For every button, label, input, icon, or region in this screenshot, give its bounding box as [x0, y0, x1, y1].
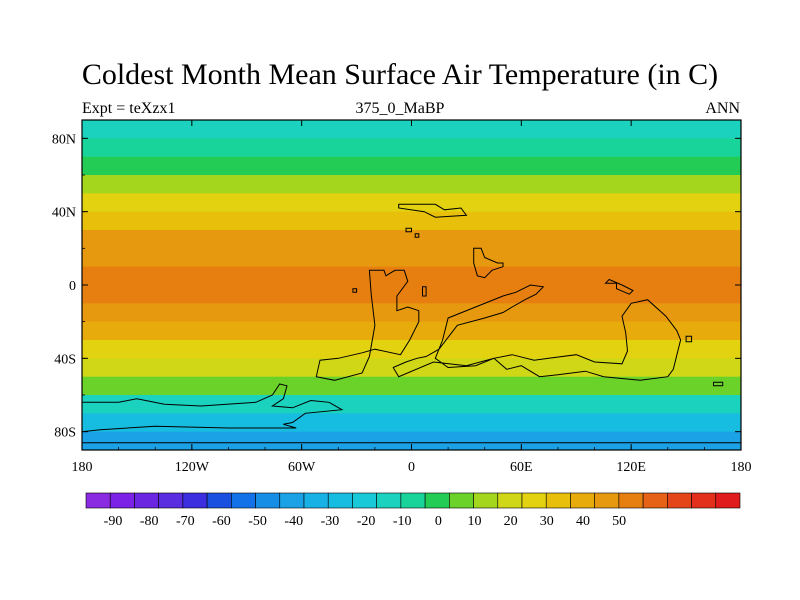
colorbar-swatch: [545, 492, 571, 509]
temperature-band: [82, 248, 741, 268]
colorbar-label: -50: [248, 514, 267, 529]
colorbar-swatch: [303, 492, 329, 509]
colorbar-swatch: [376, 492, 402, 509]
temperature-band: [82, 413, 741, 433]
temperature-band: [82, 230, 741, 249]
temperature-band: [82, 358, 741, 378]
colorbar-label: -20: [357, 514, 376, 529]
temperature-band: [82, 321, 741, 341]
colorbar-label: 40: [576, 514, 590, 529]
colorbar-label: -80: [140, 514, 159, 529]
x-tick-label: 180: [72, 460, 93, 475]
y-tick-label: 80S: [54, 426, 76, 441]
y-tick-label: 80N: [52, 132, 76, 147]
y-tick-label: 0: [69, 279, 76, 294]
colorbar-swatch: [497, 492, 523, 509]
colorbar-label: 50: [612, 514, 626, 529]
colorbar-swatch: [352, 492, 377, 509]
coastline-islet-1: [405, 227, 412, 233]
coastline-antarctic-block: [81, 383, 344, 433]
coastline-ne-outcrop: [604, 278, 634, 295]
temperature-band: [82, 193, 741, 213]
colorbar-swatch: [400, 492, 426, 509]
x-tick-label: 60W: [288, 460, 316, 475]
colorbar-swatch: [449, 492, 474, 509]
temperature-band: [82, 156, 741, 176]
x-tick-label: 120W: [175, 460, 210, 475]
colorbar-swatch: [715, 492, 741, 509]
colorbar-swatch: [231, 492, 256, 509]
colorbar-swatch: [667, 492, 692, 509]
colorbar-swatch: [279, 492, 305, 509]
colorbar-swatch: [521, 492, 547, 509]
coastline-isthmus-east: [422, 286, 427, 297]
colorbar-label: -10: [393, 514, 412, 529]
colorbar-swatch: [473, 492, 499, 509]
colorbar-label: -90: [104, 514, 123, 529]
coastline-east-island: [473, 247, 504, 279]
figure-title: Coldest Month Mean Surface Air Temperatu…: [81, 58, 719, 91]
period-label: 375_0_MaBP: [355, 100, 445, 117]
experiment-label: Expt = teXzx1: [82, 100, 176, 117]
coastline-islet-2: [414, 233, 420, 238]
x-tick-label: 180: [731, 460, 752, 475]
colorbar-label: 20: [504, 514, 518, 529]
temperature-band: [82, 431, 741, 451]
temperature-band: [82, 120, 741, 139]
colorbar-label: -30: [321, 514, 340, 529]
colorbar-swatch: [109, 492, 135, 509]
colorbar-label: -40: [284, 514, 303, 529]
temperature-band: [82, 138, 741, 158]
x-tick-label: 0: [408, 460, 415, 475]
colorbar-label: -60: [212, 514, 231, 529]
colorbar-swatch: [570, 492, 595, 509]
coastline-gondwana-east: [392, 284, 682, 381]
colorbar-swatch: [327, 492, 353, 509]
coastline-north-continent: [398, 203, 468, 218]
temperature-band: [82, 211, 741, 231]
colorbar-swatch: [691, 492, 717, 509]
x-tick-label: 60E: [510, 460, 533, 475]
colorbar-swatch: [182, 492, 208, 509]
colorbar-label: 30: [540, 514, 554, 529]
colorbar-label: -70: [176, 514, 195, 529]
colorbar-label: 10: [468, 514, 482, 529]
colorbar-swatch: [255, 492, 281, 509]
y-tick-label: 40S: [54, 352, 76, 367]
temperature-band: [82, 285, 741, 304]
colorbar-swatch: [134, 492, 159, 509]
y-tick-label: 40N: [52, 206, 76, 221]
colorbar-swatch: [642, 492, 668, 509]
coastline-gondwana-west: [315, 269, 420, 381]
temperature-band: [82, 266, 741, 286]
temperature-band: [82, 303, 741, 323]
colorbar-swatch: [424, 492, 450, 509]
colorbar-swatch: [618, 492, 644, 509]
coastline-western-islet: [352, 288, 358, 293]
colorbar-swatch: [206, 492, 232, 509]
temperature-band: [82, 175, 741, 194]
temperature-band: [82, 376, 741, 396]
coastline-far-east-islet: [685, 335, 693, 343]
coastline-se-islet: [713, 381, 724, 387]
x-tick-label: 120E: [616, 460, 646, 475]
colorbar-swatch: [85, 492, 111, 509]
colorbar-swatch: [594, 492, 620, 509]
colorbar-swatch: [158, 492, 184, 509]
colorbar-label: 0: [435, 514, 442, 529]
season-label: ANN: [705, 100, 740, 117]
temperature-band: [82, 395, 741, 414]
temperature-band: [82, 340, 741, 359]
